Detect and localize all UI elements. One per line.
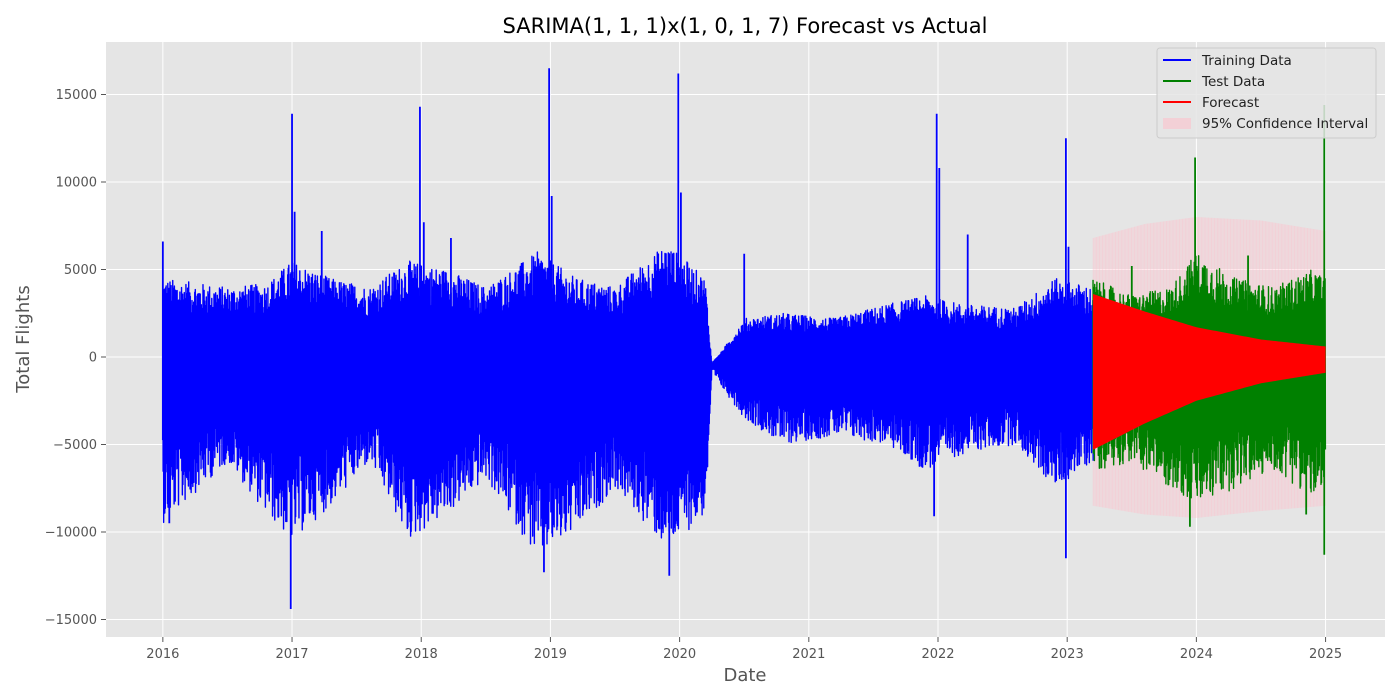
- chart-title: SARIMA(1, 1, 1)x(1, 0, 1, 7) Forecast vs…: [503, 14, 988, 38]
- x-tick-label: 2019: [534, 647, 567, 662]
- legend: Training Data Test Data Forecast 95% Confid…: [1156, 47, 1377, 139]
- x-tick-label: 2018: [405, 647, 438, 662]
- x-tick-label: 2023: [1051, 647, 1084, 662]
- y-tick-label: 10000: [56, 176, 97, 191]
- axis-ticks: 2016 2017 2018 2019 2020 2021 2022 2023 2024 2025…: [45, 88, 1342, 662]
- legend-label: Test Data: [1201, 74, 1265, 90]
- legend-swatch: [1163, 118, 1191, 129]
- series-layer: [161, 68, 1327, 609]
- y-tick-label: 0: [89, 351, 97, 366]
- x-tick-label: 2021: [792, 647, 825, 662]
- x-tick-label: 2024: [1180, 647, 1213, 662]
- forecast-series-area: [1093, 294, 1326, 450]
- y-tick-label: 5000: [64, 263, 97, 278]
- forecast-series: [1093, 294, 1326, 450]
- x-tick-label: 2017: [275, 647, 308, 662]
- y-tick-label: −10000: [45, 526, 97, 541]
- y-axis-title: Total Flights: [13, 285, 34, 393]
- legend-label: Training Data: [1201, 53, 1292, 69]
- legend-box: [1156, 47, 1377, 139]
- x-tick-label: 2022: [921, 647, 954, 662]
- legend-label: 95% Confidence Interval: [1202, 116, 1368, 132]
- x-tick-label: 2025: [1309, 647, 1342, 662]
- y-tick-label: −15000: [45, 613, 97, 628]
- training-data-series-line: [162, 251, 1094, 546]
- y-tick-label: 15000: [56, 88, 97, 103]
- x-tick-label: 2016: [146, 647, 179, 662]
- training-data-series: [161, 68, 1094, 609]
- x-tick-label: 2020: [663, 647, 696, 662]
- legend-label: Forecast: [1202, 95, 1259, 111]
- y-tick-label: −5000: [53, 438, 97, 453]
- x-axis-title: Date: [723, 665, 766, 686]
